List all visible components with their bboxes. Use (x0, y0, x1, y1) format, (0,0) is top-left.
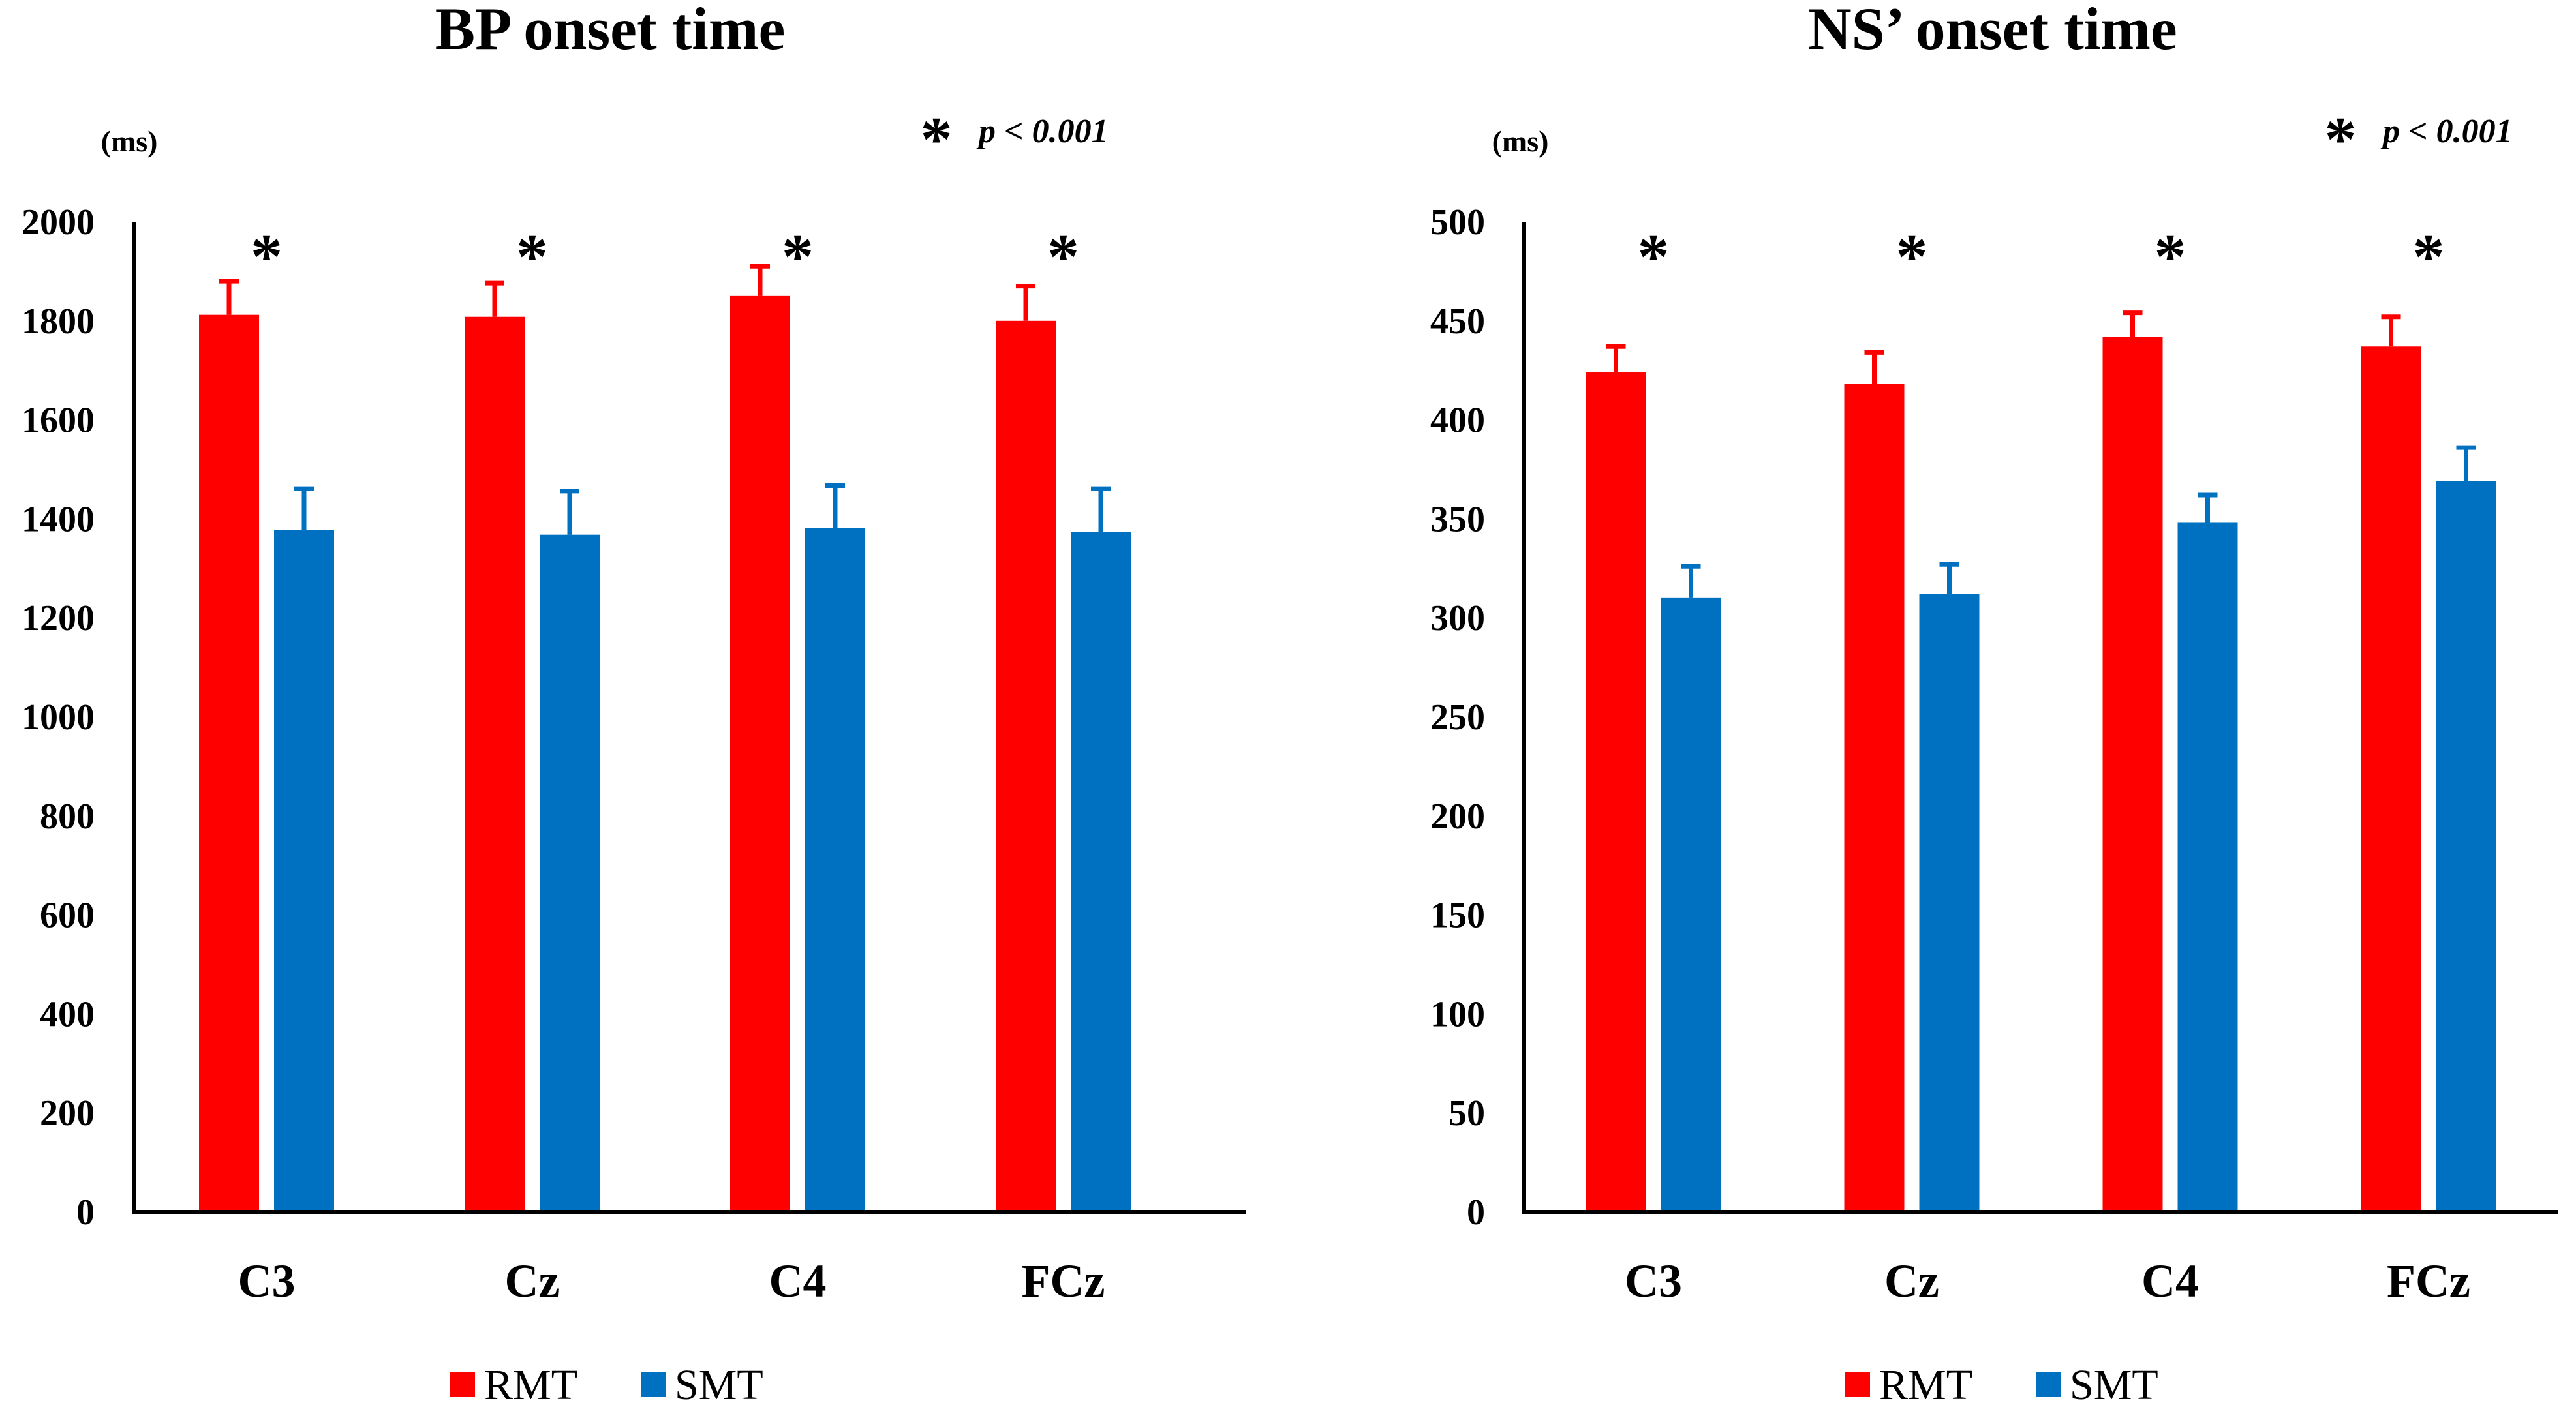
x-tick-label: FCz (1022, 1255, 1105, 1307)
significance-note-star: * (921, 104, 953, 175)
significance-note-text: p < 0.001 (2380, 113, 2513, 150)
significance-star: * (516, 222, 548, 292)
y-tick-label: 300 (1430, 598, 1485, 639)
bar-rmt (730, 295, 790, 1213)
significance-star: * (251, 222, 283, 292)
legend-label-rmt: RMT (1879, 1361, 1972, 1409)
significance-star: * (2413, 222, 2445, 292)
significance-star: * (2154, 222, 2186, 292)
y-tick-label: 350 (1430, 499, 1485, 539)
bar-smt (274, 530, 334, 1212)
y-tick-label: 1400 (22, 499, 95, 539)
bar-rmt (996, 320, 1056, 1212)
y-tick-label: 1200 (22, 598, 95, 639)
y-tick-label: 2000 (22, 202, 95, 243)
legend-swatch-smt (2036, 1372, 2061, 1397)
x-tick-label: C3 (1625, 1255, 1682, 1307)
x-tick-label: Cz (1884, 1255, 1939, 1307)
chart-panel-1: BP onset time (ms) * p < 0.001 0 200 400 600 800… (22, 0, 1246, 1409)
y-tick-label: 100 (1430, 994, 1485, 1035)
y-tick-label: 1000 (22, 697, 95, 738)
bar-smt (2177, 522, 2238, 1213)
y-tick-label: 1600 (22, 400, 95, 441)
y-tick-label: 150 (1430, 896, 1485, 936)
y-axis-unit-label: (ms) (1492, 125, 1549, 158)
bar-rmt (1844, 384, 1905, 1212)
bar-smt (2436, 481, 2496, 1212)
legend-label-rmt: RMT (484, 1361, 577, 1409)
bar-smt (1919, 594, 1980, 1212)
y-tick-label: 200 (1430, 796, 1485, 837)
significance-star: * (1047, 222, 1079, 292)
legend-swatch-rmt (450, 1372, 475, 1397)
y-tick-label: 400 (1430, 400, 1485, 441)
x-tick-label: C4 (769, 1255, 827, 1307)
significance-star: * (1638, 222, 1670, 292)
y-axis-unit-label: (ms) (101, 125, 158, 158)
bar-smt (540, 534, 600, 1212)
significance-star: * (1896, 222, 1928, 292)
bar-rmt (1586, 372, 1646, 1212)
significance-note-text: p < 0.001 (976, 113, 1109, 150)
x-tick-label: Cz (505, 1255, 560, 1307)
x-tick-label: FCz (2387, 1255, 2470, 1307)
significance-note-star: * (2325, 104, 2357, 175)
x-tick-label: C4 (2141, 1255, 2199, 1307)
y-tick-label: 600 (40, 896, 95, 936)
y-tick-label: 250 (1430, 697, 1485, 738)
y-tick-label: 1800 (22, 301, 95, 342)
legend-swatch-rmt (1845, 1372, 1870, 1397)
y-tick-label: 50 (1449, 1093, 1485, 1134)
bar-rmt (465, 316, 525, 1212)
bar-rmt (199, 314, 259, 1212)
y-tick-label: 200 (40, 1093, 95, 1134)
x-tick-label: C3 (238, 1255, 296, 1307)
bar-smt (805, 528, 865, 1212)
legend-label-smt: SMT (675, 1361, 763, 1409)
y-tick-label: 0 (1467, 1192, 1485, 1233)
bar-rmt (2361, 346, 2421, 1212)
y-tick-label: 400 (40, 994, 95, 1035)
significance-star: * (782, 222, 814, 292)
legend-label-smt: SMT (2070, 1361, 2158, 1409)
bar-rmt (2102, 337, 2163, 1212)
chart-title: NS’ onset time (1808, 0, 2177, 62)
y-tick-label: 800 (40, 796, 95, 837)
y-tick-label: 0 (76, 1192, 95, 1233)
y-tick-label: 500 (1430, 202, 1485, 243)
bar-smt (1071, 532, 1131, 1212)
legend-swatch-smt (641, 1372, 666, 1397)
y-tick-label: 450 (1430, 301, 1485, 342)
chart-panel-2: NS’ onset time (ms) * p < 0.001 0 50 100 150 200… (1430, 0, 2558, 1409)
bar-smt (1661, 597, 1721, 1212)
chart-title: BP onset time (435, 0, 786, 62)
